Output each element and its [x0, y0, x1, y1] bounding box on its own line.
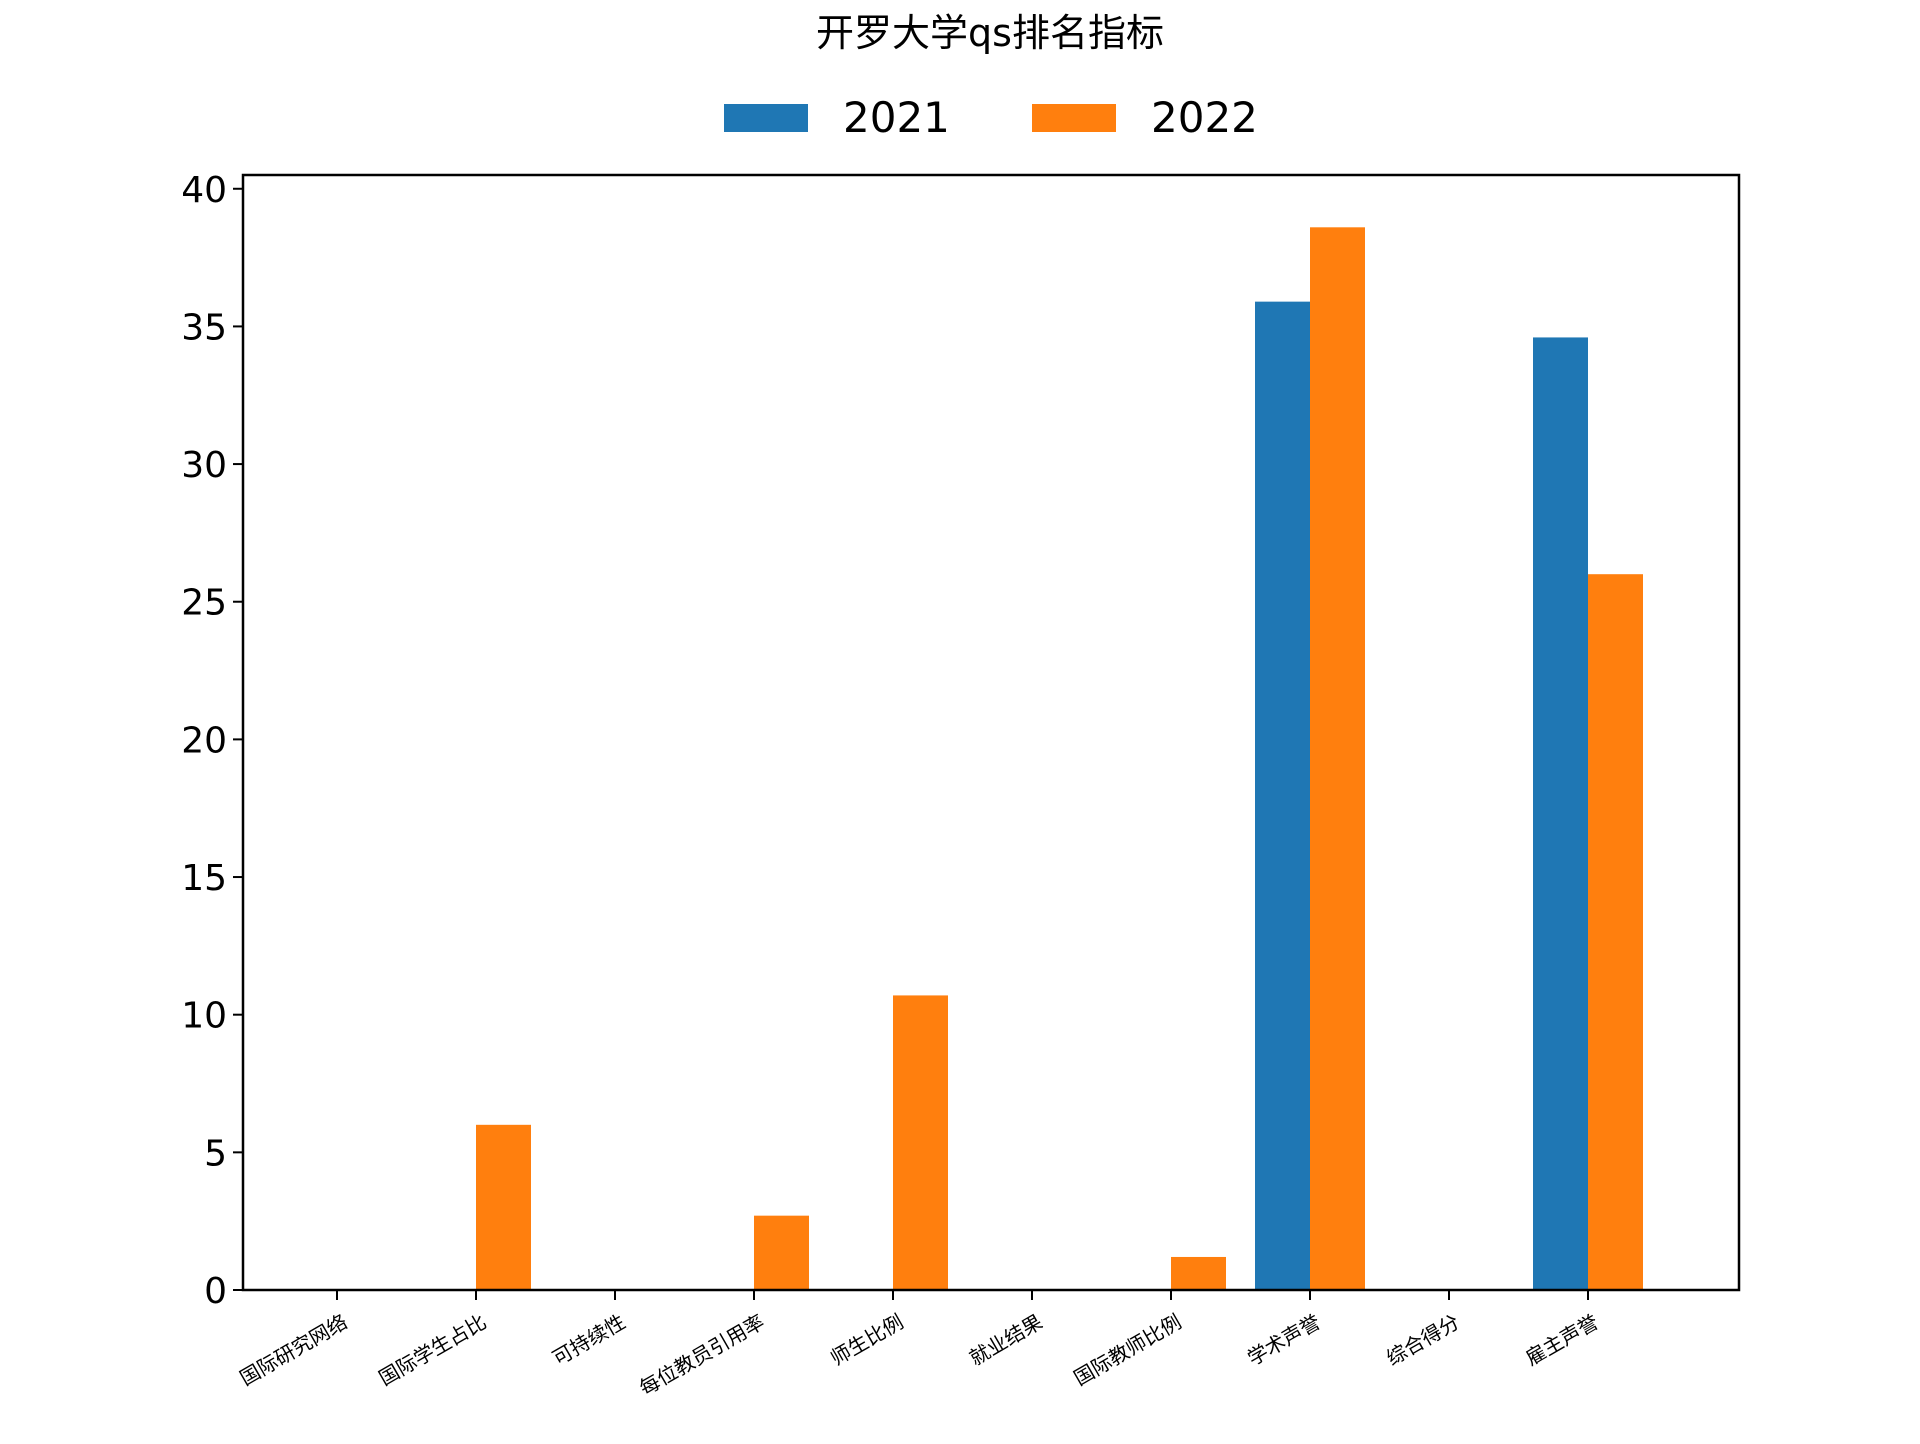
bar-2022-3	[754, 1215, 809, 1290]
bar-2022-9	[1588, 574, 1643, 1290]
y-tick-label: 35	[181, 307, 227, 348]
y-tick-label: 5	[204, 1133, 227, 1174]
x-tick-label: 可持续性	[548, 1310, 629, 1371]
y-tick-label: 10	[181, 996, 227, 1037]
y-tick-label: 20	[181, 720, 227, 761]
bar-2022-4	[893, 995, 948, 1290]
y-tick-label: 25	[181, 583, 227, 624]
bar-2022-1	[476, 1124, 531, 1290]
x-tick-label: 每位教员引用率	[635, 1310, 768, 1401]
y-tick-label: 0	[204, 1271, 227, 1312]
x-tick-label: 学术声誉	[1243, 1310, 1324, 1371]
bar-2021-9	[1533, 337, 1588, 1290]
legend-label-2022: 2022	[1151, 93, 1258, 142]
y-tick-label: 15	[181, 858, 227, 899]
y-tick-label: 30	[181, 445, 227, 486]
x-tick-label: 就业结果	[965, 1310, 1046, 1371]
x-tick-label: 雇主声誉	[1521, 1310, 1602, 1371]
bar-2022-6	[1171, 1256, 1226, 1290]
chart-title: 开罗大学qs排名指标	[816, 11, 1164, 55]
x-tick-label: 国际研究网络	[236, 1310, 352, 1391]
bars-group	[476, 227, 1643, 1291]
y-tick-label: 40	[181, 170, 227, 211]
plot-frame	[241, 173, 1741, 1292]
y-axis: 0 5 10 15 20 25 30 35 40	[181, 170, 243, 1312]
bar-2022-7	[1310, 227, 1365, 1291]
legend-swatch-2021	[724, 104, 808, 132]
x-axis: 国际研究网络 国际学生占比 可持续性 每位教员引用率 师生比例 就业结果 国际教师比例 学术声…	[236, 1290, 1603, 1400]
legend-swatch-2022	[1032, 104, 1116, 132]
x-tick-label: 国际教师比例	[1070, 1310, 1186, 1391]
x-tick-label: 综合得分	[1382, 1310, 1463, 1371]
x-tick-label: 国际学生占比	[375, 1310, 491, 1391]
x-tick-label: 师生比例	[826, 1310, 907, 1371]
legend-label-2021: 2021	[843, 93, 950, 142]
legend: 2021 2022	[724, 93, 1258, 142]
bar-2021-7	[1255, 301, 1310, 1290]
